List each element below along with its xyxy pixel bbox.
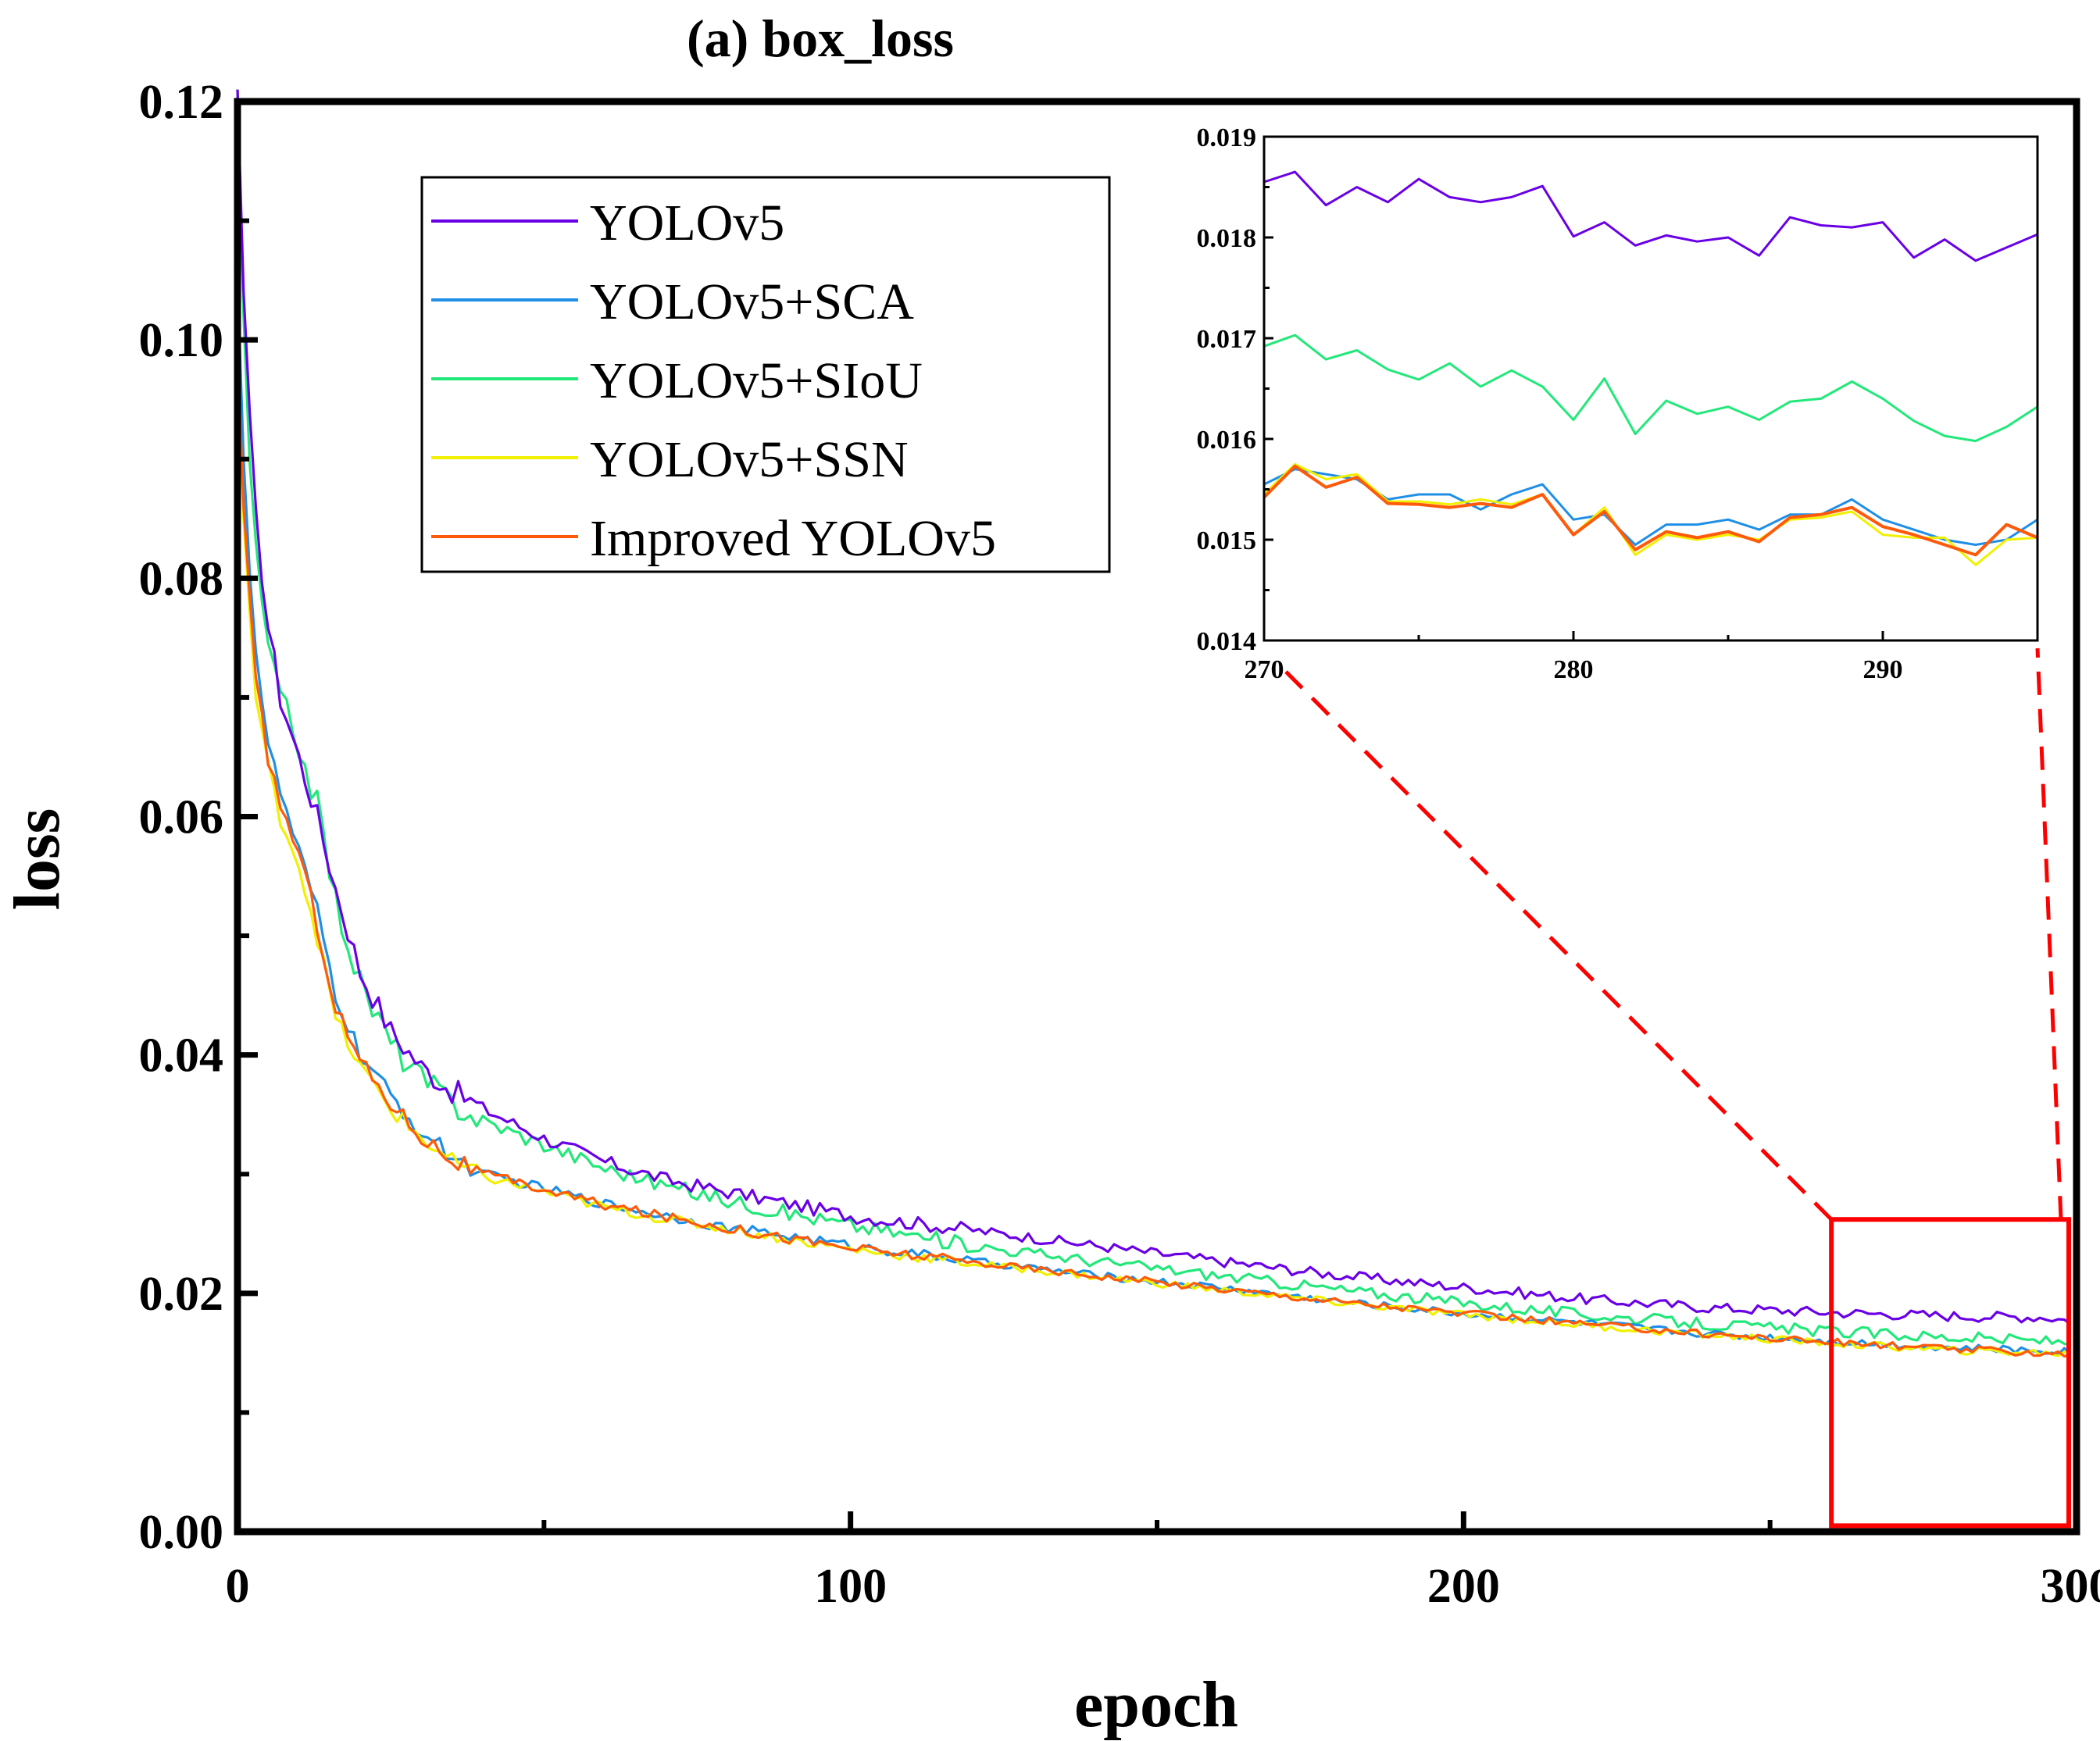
y-tick-label: 0.12 [139,76,224,129]
inset-x-tick-label: 290 [1863,655,1903,684]
series-line-yolov5-siou [236,89,2071,1347]
inset-background [1264,137,2038,640]
inset-y-tick-label: 0.015 [1197,526,1257,555]
zoom-box [1829,1217,2071,1529]
inset-series-line-yolov5-sca [1263,468,2038,546]
x-tick-label: 0 [226,1560,250,1613]
y-tick-label: 0.00 [139,1506,224,1559]
zoom-connector-left [1284,670,1833,1221]
inset-y-tick-label: 0.018 [1197,224,1257,253]
main-plot-area: 0 100 200 300 0.00 0.02 0.04 0.06 0.08 0.10 0.12 [139,76,2100,1613]
zoom-connector-right [2035,648,2063,1220]
legend-label-improved-yolov5: Improved YOLOv5 [590,510,996,567]
x-tick-label: 200 [1427,1560,1500,1613]
zoom-indicator [1284,648,2071,1529]
x-tick-label: 100 [814,1560,887,1613]
inset-series-line-improved-yolov5 [1262,464,2038,557]
legend-label-yolov5-siou: YOLOv5+SIoU [590,352,923,409]
inset-y-tick-label: 0.016 [1197,426,1257,455]
inset-series-line-yolov5-siou [1263,334,2038,443]
y-tick-label: 0.06 [139,791,224,844]
x-axis-label: epoch [1074,1668,1238,1741]
y-tick-label: 0.10 [139,314,224,367]
legend-label-yolov5-sca: YOLOv5+SCA [590,273,914,330]
series-line-yolov5 [236,89,2072,1325]
y-tick-label: 0.02 [139,1268,224,1321]
legend-label-yolov5: YOLOv5 [590,194,784,252]
series-line-improved-yolov5 [236,351,2071,1358]
inset-series-line-yolov5-ssn [1262,462,2038,566]
chart-title: (a) box_loss [687,9,954,68]
y-axis-label: loss [1,808,73,911]
inset-y-tick-label: 0.017 [1197,325,1257,354]
inset-plot-area: 0.014 0.015 0.016 0.017 0.018 0.019 270 280 290 [1197,123,2039,684]
x-tick-label: 300 [2041,1560,2100,1613]
inset-series-line-yolov5 [1263,170,2038,262]
legend-box [420,176,1111,573]
legend-label-yolov5-ssn: YOLOv5+SSN [590,431,909,488]
inset-y-tick-label: 0.019 [1197,123,1257,152]
y-tick-label: 0.08 [139,552,224,605]
inset-y-tick-label: 0.014 [1197,627,1257,656]
legend: YOLOv5 YOLOv5+SCA YOLOv5+SIoU YOLOv5+SSN Imp… [420,176,1111,573]
inset-x-tick-label: 270 [1245,655,1284,684]
inset-x-tick-label: 280 [1554,655,1594,684]
y-tick-label: 0.04 [139,1029,224,1083]
